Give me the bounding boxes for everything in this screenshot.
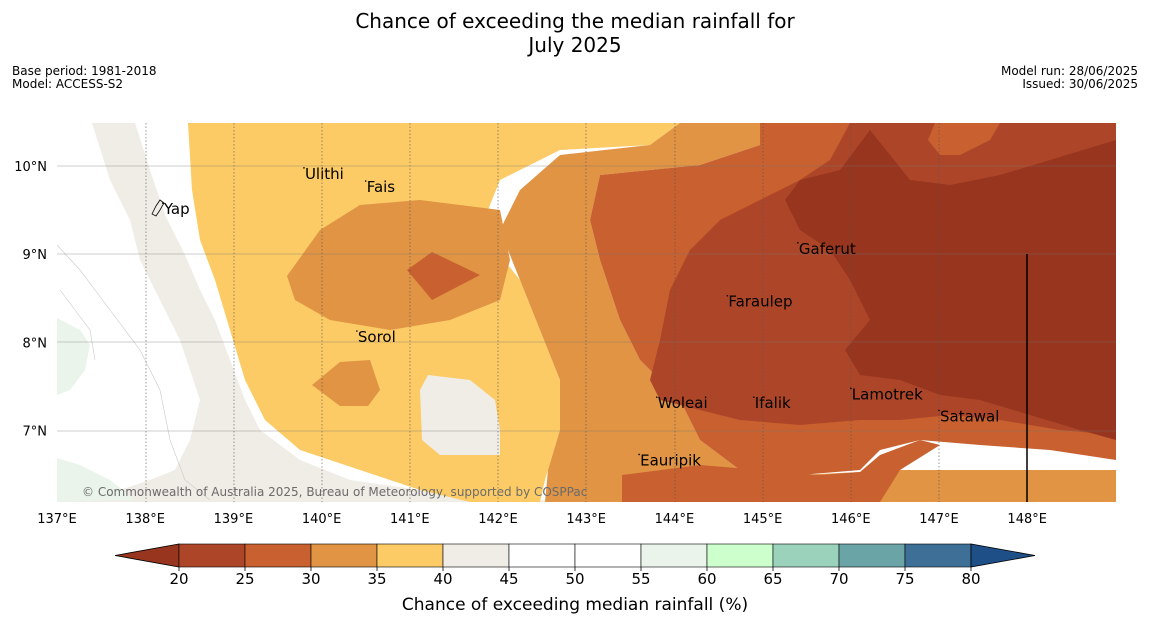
- lon-tick-label: 140°E: [302, 512, 342, 527]
- colorbar-tick-label: 25: [235, 570, 254, 588]
- colorbar-bin: [442, 543, 510, 568]
- band-30-35-west: [287, 200, 510, 330]
- meta-left: Base period: 1981-2018 Model: ACCESS-S2: [12, 65, 157, 91]
- longitude-tick-labels: 137°E 138°E 139°E 140°E 141°E 142°E 143°E 144°E…: [37, 512, 1047, 527]
- colorbar-tick-label: 30: [301, 570, 320, 588]
- lon-tick-label: 146°E: [831, 512, 871, 527]
- contour-line-2: [59, 289, 96, 361]
- band-below-20: [785, 130, 1116, 440]
- colorbar-bin: [904, 543, 972, 568]
- map-gridlines: [145, 123, 940, 502]
- place-marker: [655, 396, 658, 398]
- place-labels: Ulithi Fais Yap Gaferut Faraulep Sorol Lamotre…: [162, 165, 999, 469]
- lon-tick-label: 143°E: [566, 512, 606, 527]
- colorbar-over-arrow: [970, 543, 1036, 568]
- band-45-50-pocket: [420, 375, 500, 455]
- lat-tick-label: 7°N: [23, 425, 48, 440]
- lon-tick-label: 142°E: [478, 512, 518, 527]
- rainfall-map: Ulithi Fais Yap Gaferut Faraulep Sorol Lamotre…: [57, 123, 1116, 502]
- place-label: Faraulep: [728, 293, 792, 311]
- band-30-35-small: [312, 360, 380, 406]
- meta-right: Model run: 28/06/2025 Issued: 30/06/2025: [1001, 65, 1138, 91]
- colorbar-tick-label: 50: [565, 570, 584, 588]
- place-marker: [797, 241, 799, 244]
- lon-tick-label: 141°E: [390, 512, 430, 527]
- colorbar-bin: [244, 543, 312, 568]
- colorbar-tick-label: 45: [499, 570, 518, 588]
- base-period-text: Base period: 1981-2018: [12, 64, 157, 78]
- band-55-60-south: [57, 458, 135, 502]
- colorbar-tick-label: 75: [895, 570, 914, 588]
- map-title: Chance of exceeding the median rainfall …: [0, 9, 1150, 57]
- band-25-30-south: [622, 440, 940, 502]
- place-marker: [938, 409, 940, 412]
- colorbar-bin: [508, 543, 576, 568]
- colorbar-bin: [310, 543, 378, 568]
- credit-text: © Commonwealth of Australia 2025, Bureau…: [82, 485, 587, 499]
- colorbar-bin: [772, 543, 840, 568]
- band-25-30-small: [407, 252, 480, 300]
- colorbar-bin: [376, 543, 444, 568]
- model-text: Model: ACCESS-S2: [12, 77, 124, 91]
- colorbar-bin: [706, 543, 774, 568]
- colorbar: 20 25 30 35 40 45 50 55 60 65 70 75 80: [114, 543, 1036, 588]
- lon-tick-label: 138°E: [125, 512, 165, 527]
- place-label: Yap: [163, 200, 190, 218]
- colorbar-tick-label: 80: [961, 570, 980, 588]
- lon-tick-label: 144°E: [655, 512, 695, 527]
- colorbar-bin: [178, 543, 246, 568]
- place-marker: [752, 396, 755, 398]
- band-25-30-top-right: [928, 123, 1000, 155]
- map-title-line1: Chance of exceeding the median rainfall …: [355, 9, 795, 33]
- place-label: Eauripik: [640, 451, 701, 469]
- place-label: Woleai: [658, 394, 708, 412]
- colorbar-tick-label: 20: [169, 570, 188, 588]
- lat-tick-label: 9°N: [23, 248, 48, 263]
- place-label: Ifalik: [755, 394, 791, 412]
- colorbar-tick-label: 65: [763, 570, 782, 588]
- place-marker: [356, 330, 358, 332]
- place-label: Sorol: [358, 328, 396, 346]
- colorbar-under-arrow: [114, 543, 180, 568]
- colorbar-label: Chance of exceeding median rainfall (%): [402, 595, 748, 615]
- colorbar-tick-label: 35: [367, 570, 386, 588]
- colorbar-bin: [574, 543, 642, 568]
- lat-tick-label: 10°N: [14, 160, 47, 175]
- yap-island-shape: [151, 199, 165, 217]
- colorbar-bin: [640, 543, 708, 568]
- colorbar-bin: [838, 543, 906, 568]
- lat-tick-label: 8°N: [23, 336, 48, 351]
- lon-tick-label: 148°E: [1007, 512, 1047, 527]
- place-marker: [638, 453, 640, 456]
- colorbar-tick-label: 40: [433, 570, 452, 588]
- place-marker: [364, 180, 367, 182]
- place-marker: [162, 202, 164, 204]
- place-marker: [850, 387, 852, 390]
- place-label: Fais: [367, 178, 396, 196]
- map-lat-gridlines: [57, 165, 1116, 432]
- contour-line-1: [57, 244, 211, 501]
- place-label: Ulithi: [305, 165, 344, 183]
- place-label: Satawal: [940, 407, 999, 425]
- place-label: Gaferut: [799, 240, 856, 258]
- model-run-text: Model run: 28/06/2025: [1000, 64, 1138, 78]
- colorbar-tick-label: 60: [697, 570, 716, 588]
- colorbar-tick-label: 70: [829, 570, 848, 588]
- place-marker: [303, 167, 305, 169]
- band-30-35: [500, 123, 1116, 502]
- colorbar-tick-label: 55: [631, 570, 650, 588]
- map-title-line2: July 2025: [528, 33, 622, 57]
- lon-tick-label: 145°E: [743, 512, 783, 527]
- lon-tick-label: 147°E: [919, 512, 959, 527]
- lon-tick-label: 137°E: [37, 512, 77, 527]
- lon-tick-label: 139°E: [214, 512, 254, 527]
- latitude-tick-labels: 10°N 9°N 8°N 7°N: [14, 160, 47, 440]
- place-label: Lamotrek: [852, 385, 923, 403]
- band-55-60-west: [57, 318, 90, 395]
- place-marker: [726, 294, 729, 297]
- issued-text: Issued: 30/06/2025: [1022, 77, 1138, 91]
